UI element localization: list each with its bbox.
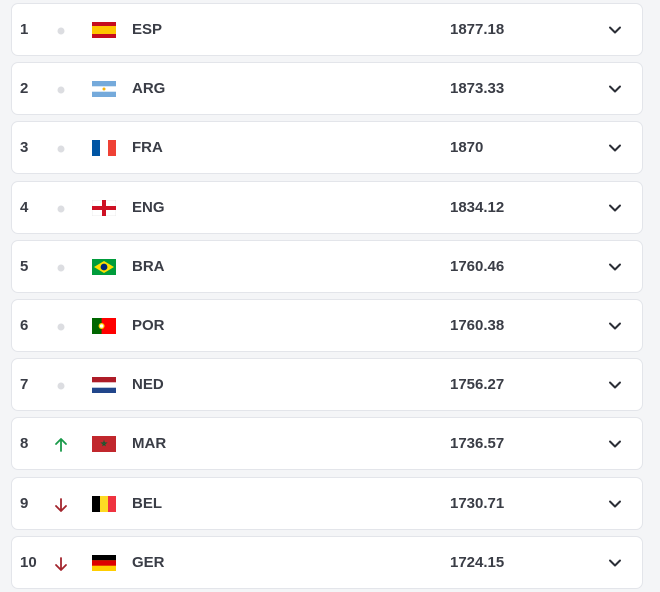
rank: 5 (20, 257, 29, 275)
points: 1730.71 (450, 494, 505, 512)
flag (92, 495, 116, 512)
ranking-row[interactable]: 9 BEL 1730.71 (11, 476, 643, 530)
trend-icon (55, 556, 67, 571)
points: 1756.27 (450, 376, 505, 394)
rank: 8 (20, 435, 29, 453)
team-code: BEL (132, 494, 162, 512)
team-code: ARG (132, 80, 166, 98)
rank: 3 (20, 139, 29, 157)
trend-icon (57, 382, 65, 390)
trend-icon (57, 86, 65, 94)
flag (92, 22, 116, 38)
ranking-row[interactable]: 5 BRA 1760.46 (11, 239, 643, 293)
team-code: MAR (132, 435, 167, 453)
team-code: BRA (132, 257, 165, 275)
flag (92, 199, 116, 216)
points: 1760.46 (450, 257, 505, 275)
flag (92, 258, 116, 275)
rank: 6 (20, 317, 29, 334)
rank: 7 (20, 376, 29, 394)
points: 1870 (450, 139, 484, 157)
flag (92, 81, 116, 98)
team-code: FRA (132, 139, 163, 157)
ranking-row[interactable]: 1 ESP 1877.18 (11, 3, 643, 56)
points: 1873.33 (450, 80, 505, 98)
rank: 1 (20, 21, 29, 38)
ranking-row[interactable]: 2 ARG 1873.33 (11, 62, 643, 116)
rank: 9 (20, 494, 29, 512)
rank: 2 (20, 80, 29, 98)
trend-icon (57, 323, 65, 331)
expand-chevron[interactable] (608, 260, 622, 274)
ranking-row[interactable]: 10 GER 1724.15 (11, 535, 643, 589)
flag (92, 436, 116, 453)
expand-chevron[interactable] (608, 378, 622, 392)
trend-icon (55, 438, 67, 453)
flag (92, 318, 116, 334)
expand-chevron[interactable] (608, 23, 622, 37)
expand-chevron[interactable] (608, 319, 622, 333)
points: 1877.18 (450, 21, 505, 38)
points: 1834.12 (450, 198, 505, 216)
points: 1760.38 (450, 317, 505, 334)
expand-chevron[interactable] (608, 556, 622, 570)
expand-chevron[interactable] (608, 201, 622, 215)
trend-icon (55, 497, 67, 512)
team-code: POR (132, 317, 165, 334)
rank: 10 (20, 553, 37, 571)
flag (92, 140, 116, 157)
points: 1724.15 (450, 553, 505, 571)
team-code: ESP (132, 21, 163, 38)
trend-icon (57, 264, 65, 272)
ranking-row[interactable]: 8 MAR 1736.57 (11, 417, 643, 471)
ranking-row[interactable]: 6 POR 1760.38 (11, 299, 643, 352)
trend-icon (57, 27, 65, 35)
team-code: NED (132, 376, 164, 394)
team-code: GER (132, 553, 165, 571)
expand-chevron[interactable] (608, 82, 622, 96)
ranking-row[interactable]: 7 NED 1756.27 (11, 358, 643, 412)
points: 1736.57 (450, 435, 505, 453)
trend-icon (57, 205, 65, 213)
expand-chevron[interactable] (608, 437, 622, 451)
team-code: ENG (132, 198, 165, 216)
flag (92, 554, 116, 571)
rank: 4 (20, 198, 29, 216)
ranking-row[interactable]: 3 FRA 1870 (11, 121, 643, 175)
flag (92, 377, 116, 394)
expand-chevron[interactable] (608, 497, 622, 511)
trend-icon (57, 145, 65, 153)
ranking-row[interactable]: 4 ENG 1834.12 (11, 180, 643, 234)
expand-chevron[interactable] (608, 141, 622, 155)
